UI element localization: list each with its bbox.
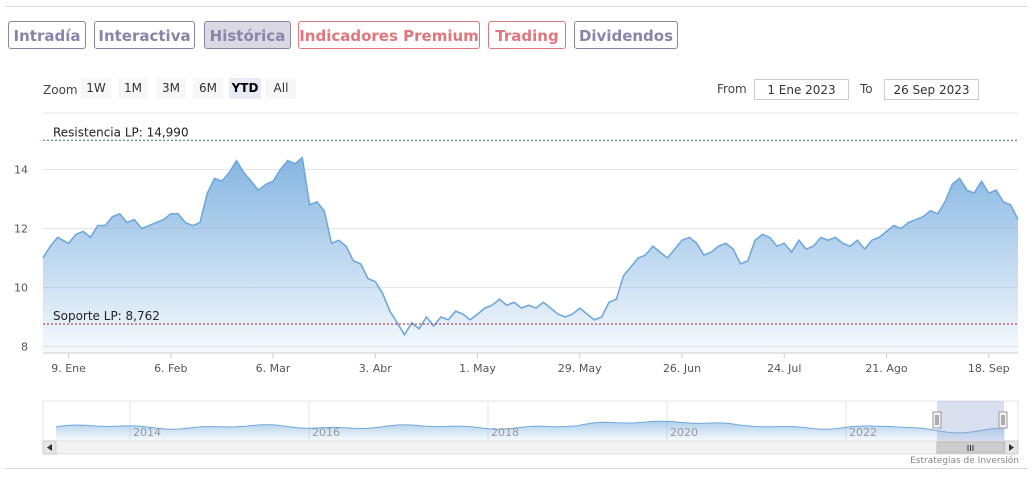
y-tick-label: 8 xyxy=(21,341,28,354)
support-label: Soporte LP: 8,762 xyxy=(53,309,160,323)
zoom-all-button[interactable]: All xyxy=(266,78,296,99)
zoom-1w-button[interactable]: 1W xyxy=(81,78,111,99)
navigator[interactable]: 2014 2016 2018 2020 2022 xyxy=(42,400,1019,442)
navigator-year-label: 2022 xyxy=(849,426,877,439)
zoom-3m-button[interactable]: 3M xyxy=(156,78,186,99)
x-tick-label: 9. Ene xyxy=(51,362,86,375)
tab-trading[interactable]: Trading xyxy=(488,21,566,49)
x-tick-label: 1. May xyxy=(459,362,496,375)
navigator-selection[interactable] xyxy=(937,401,1004,441)
navigator-area xyxy=(56,421,1005,441)
chevron-left-icon xyxy=(47,444,52,451)
x-tick-label: 18. Sep xyxy=(968,362,1010,375)
bottom-divider xyxy=(5,468,1028,469)
y-tick-label: 14 xyxy=(14,164,28,177)
navigator-year-labels: 2014 2016 2018 2020 2022 xyxy=(133,426,877,439)
navigator-year-label: 2014 xyxy=(133,426,161,439)
x-tick-label: 21. Ago xyxy=(865,362,907,375)
navigator-year-label: 2020 xyxy=(670,426,698,439)
zoom-1m-button[interactable]: 1M xyxy=(118,78,148,99)
zoom-label: Zoom xyxy=(43,83,78,97)
zoom-6m-button[interactable]: 6M xyxy=(193,78,223,99)
from-label: From xyxy=(717,82,747,96)
chart-credit[interactable]: Estrategias de Inversión xyxy=(910,456,1019,466)
y-tick-label: 10 xyxy=(14,282,28,295)
price-line xyxy=(42,156,1019,337)
navigator-left-handle[interactable] xyxy=(932,411,942,429)
x-tick-label: 24. Jul xyxy=(767,362,801,375)
y-tick-label: 12 xyxy=(14,223,28,236)
tab-dividendos[interactable]: Dividendos xyxy=(574,21,678,49)
support-resistance-lines: Resistencia LP: 14,990 Soporte LP: 8,762 xyxy=(43,125,1018,325)
scrollbar-track xyxy=(42,440,1019,455)
x-tick-label: 26. Jun xyxy=(663,362,701,375)
x-tick-label: 6. Feb xyxy=(154,362,187,375)
tab-interactiva[interactable]: Interactiva xyxy=(94,21,195,49)
navigator-scrollbar[interactable] xyxy=(42,440,1019,455)
price-area-fill xyxy=(43,157,1018,353)
navigator-line xyxy=(55,420,1006,434)
tab-indicadores-premium[interactable]: Indicadores Premium xyxy=(298,21,480,49)
y-axis-ticks: 8 10 12 14 xyxy=(14,164,28,354)
navigator-right-handle[interactable] xyxy=(998,411,1008,429)
zoom-ytd-button[interactable]: YTD xyxy=(229,78,261,99)
x-tick-label: 29. May xyxy=(558,362,602,375)
navigator-year-label: 2018 xyxy=(491,426,519,439)
to-label: To xyxy=(860,82,873,96)
tab-intradia[interactable]: Intradía xyxy=(8,21,86,49)
x-tick-label: 6. Mar xyxy=(256,362,291,375)
to-date-input[interactable]: 26 Sep 2023 xyxy=(884,79,979,100)
from-date-input[interactable]: 1 Ene 2023 xyxy=(754,79,849,100)
navigator-year-label: 2016 xyxy=(312,426,340,439)
x-tick-label: 3. Abr xyxy=(359,362,392,375)
chevron-right-icon xyxy=(1009,444,1014,451)
tab-historica[interactable]: Histórica xyxy=(204,21,291,49)
top-divider xyxy=(5,6,1028,7)
x-axis-ticks: 9. Ene 6. Feb 6. Mar 3. Abr 1. May 29. May 26.… xyxy=(51,353,1010,375)
resistance-label: Resistencia LP: 14,990 xyxy=(53,125,189,139)
